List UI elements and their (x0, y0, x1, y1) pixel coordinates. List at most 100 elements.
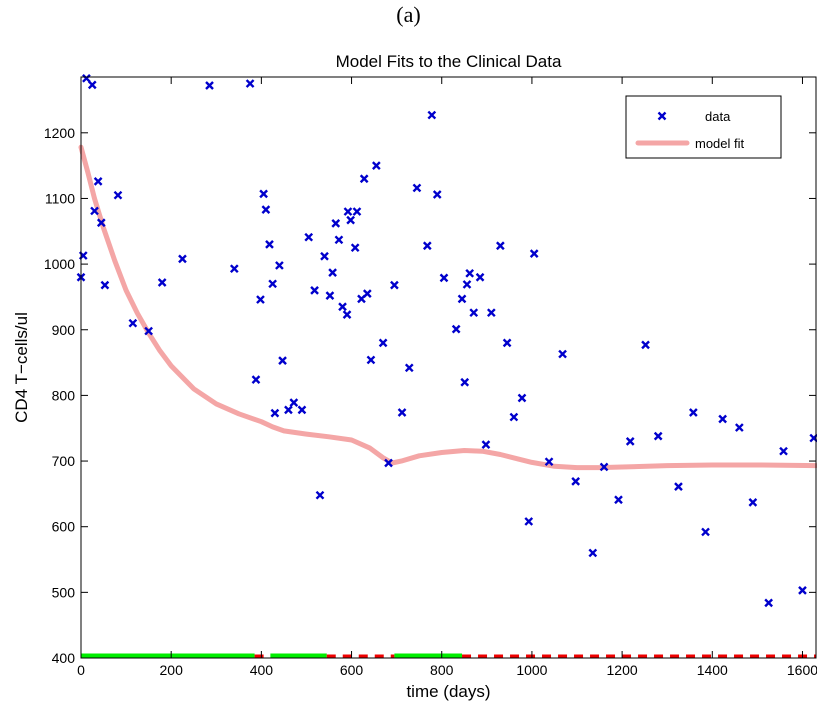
data-point (412, 183, 422, 193)
x-tick-label: 1200 (607, 662, 638, 678)
data-point (320, 251, 329, 261)
data-point (529, 249, 539, 258)
data-point (270, 408, 280, 418)
data-point (265, 240, 274, 249)
data-point (251, 375, 261, 384)
data-point (343, 207, 353, 216)
data-point (614, 495, 623, 505)
data-point (350, 243, 360, 253)
data-point (390, 280, 399, 290)
chart-title: Model Fits to the Clinical Data (336, 52, 562, 71)
y-ticks: 400 500 600 700 800 900 1000 1100 1200 (44, 125, 816, 666)
data-point (157, 278, 167, 287)
data-point (457, 294, 467, 304)
data-point (128, 318, 138, 328)
data-point (366, 355, 376, 365)
legend: data model fit (625, 95, 782, 159)
data-point (87, 80, 97, 90)
y-tick-label: 1100 (45, 190, 75, 206)
data-point (90, 206, 99, 216)
data-point (496, 241, 505, 251)
data-point (625, 437, 635, 446)
data-point (261, 205, 271, 214)
data-point (674, 482, 683, 492)
x-tick-label: 200 (160, 662, 184, 678)
data-point (96, 218, 106, 228)
data-point (325, 291, 335, 300)
data-point (346, 215, 355, 225)
data-point (701, 527, 710, 537)
data-point (331, 219, 341, 228)
data-point (338, 302, 347, 312)
x-tick-label: 400 (250, 662, 274, 678)
data-point (93, 177, 103, 186)
data-point (718, 414, 728, 424)
data-point (304, 232, 314, 242)
data-point (289, 398, 299, 407)
x-tick-label: 800 (430, 662, 454, 678)
data-point (524, 517, 534, 526)
y-tick-label: 700 (52, 453, 76, 469)
data-point (178, 254, 187, 264)
y-tick-label: 600 (52, 519, 76, 535)
y-tick-label: 900 (52, 322, 76, 338)
data-point (517, 393, 527, 403)
data-point (82, 73, 91, 83)
y-tick-label: 500 (52, 584, 76, 600)
data-point (334, 235, 344, 245)
data-point (378, 338, 388, 348)
data-point (571, 477, 581, 486)
x-tick-label: 600 (340, 662, 364, 678)
data-point (278, 356, 287, 365)
data-point (427, 110, 437, 120)
data-point (268, 279, 277, 289)
data-point (558, 349, 567, 359)
y-tick-label: 800 (52, 387, 76, 403)
data-point (205, 81, 214, 90)
data-point (432, 190, 442, 199)
data-point (328, 268, 337, 277)
data-point (599, 462, 609, 472)
data-point (144, 326, 153, 336)
data-point (481, 440, 491, 449)
data-point (297, 405, 307, 415)
panel-label: (a) (396, 2, 421, 27)
data-point (256, 295, 265, 304)
legend-marker-data (657, 111, 667, 121)
data-point (113, 190, 123, 200)
x-tick-label: 1000 (516, 662, 547, 678)
legend-box (625, 95, 782, 159)
model-fit-line-group (78, 144, 817, 471)
data-point (451, 324, 461, 334)
legend-data-x-mark (657, 111, 667, 121)
data-point (588, 548, 598, 558)
data-point (475, 272, 485, 282)
legend-label-model: model fit (695, 136, 745, 151)
data-point (284, 405, 293, 415)
x-ticks: 0 200 400 600 800 1000 1200 1400 1600 (77, 77, 817, 678)
y-tick-label: 400 (52, 650, 76, 666)
data-point (275, 261, 284, 270)
data-point (259, 189, 268, 199)
data-point (359, 174, 369, 184)
data-point (544, 457, 554, 467)
y-axis-label: CD4 T−cells/ul (12, 312, 31, 423)
data-point (352, 207, 362, 216)
data-point (509, 412, 519, 422)
data-point (315, 490, 325, 500)
data-point (384, 458, 393, 468)
data-point (748, 498, 758, 507)
data-point (372, 161, 381, 170)
data-point (469, 308, 479, 318)
data-point (439, 273, 449, 283)
x-tick-label: 1600 (787, 662, 817, 678)
x-tick-label: 0 (77, 662, 85, 678)
data-point (460, 377, 470, 387)
data-point (798, 586, 807, 595)
data-point (245, 79, 255, 88)
data-point (462, 280, 472, 289)
data-point (689, 408, 698, 417)
data-point (362, 289, 372, 298)
data-point (641, 340, 650, 350)
